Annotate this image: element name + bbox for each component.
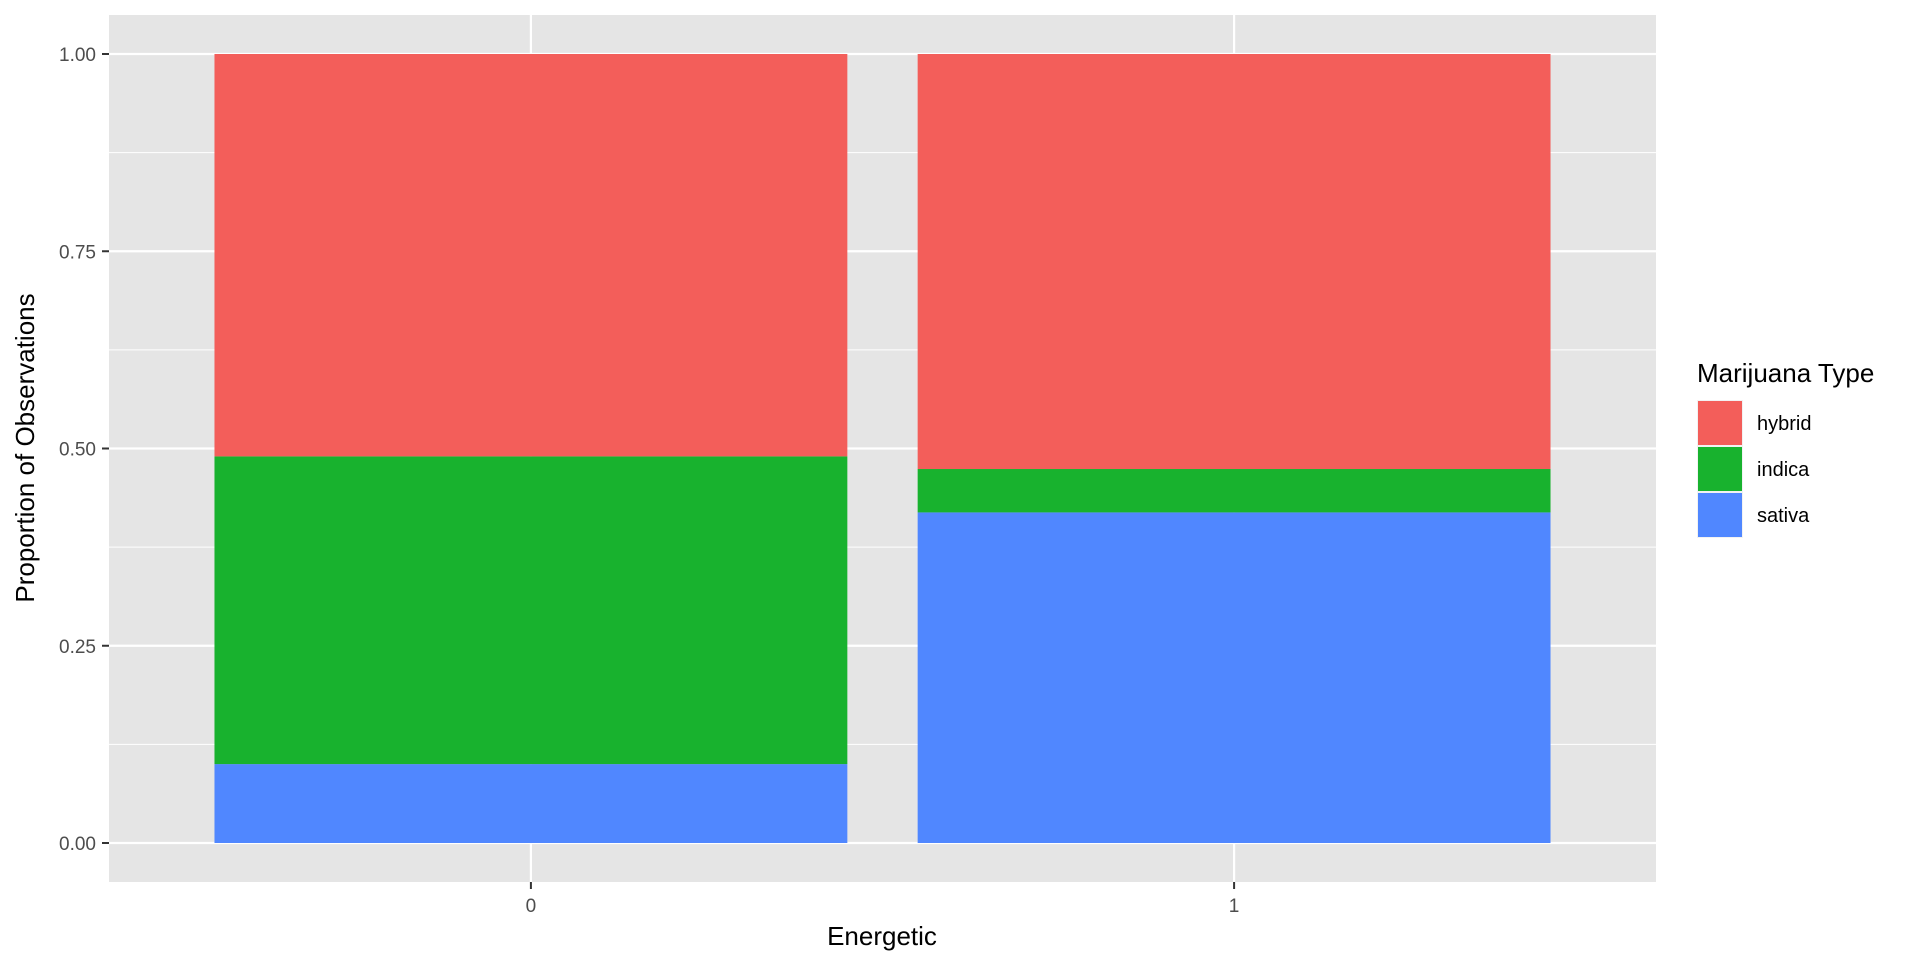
stacked-bars — [214, 54, 1551, 843]
legend-swatch-hybrid — [1698, 401, 1742, 445]
bar-indica-0 — [214, 456, 848, 765]
y-tick-label: 0.00 — [59, 834, 96, 855]
legend-label-sativa: sativa — [1757, 505, 1810, 527]
bar-hybrid-0 — [214, 54, 848, 457]
y-tick-label: 0.75 — [59, 242, 96, 263]
bar-sativa-0 — [214, 764, 848, 843]
x-tick-label: 1 — [1229, 896, 1240, 917]
legend-swatch-indica — [1698, 447, 1742, 491]
legend: Marijuana Type hybrid indica sativa — [1697, 358, 1874, 538]
y-tick-label: 0.25 — [59, 637, 96, 658]
legend-label-hybrid: hybrid — [1757, 413, 1811, 435]
legend-swatch-sativa — [1698, 493, 1742, 537]
bar-indica-1 — [917, 469, 1551, 513]
y-axis: 0.00 0.25 0.50 0.75 1.00 — [59, 45, 109, 855]
y-axis-title: Proportion of Observations — [10, 293, 40, 602]
bar-sativa-1 — [917, 512, 1551, 843]
bar-hybrid-1 — [917, 54, 1551, 470]
legend-label-indica: indica — [1757, 459, 1810, 481]
legend-title: Marijuana Type — [1697, 358, 1874, 388]
y-tick-label: 1.00 — [59, 45, 96, 66]
x-tick-label: 0 — [526, 896, 537, 917]
x-axis-title: Energetic — [827, 921, 937, 951]
y-tick-label: 0.50 — [59, 440, 96, 461]
